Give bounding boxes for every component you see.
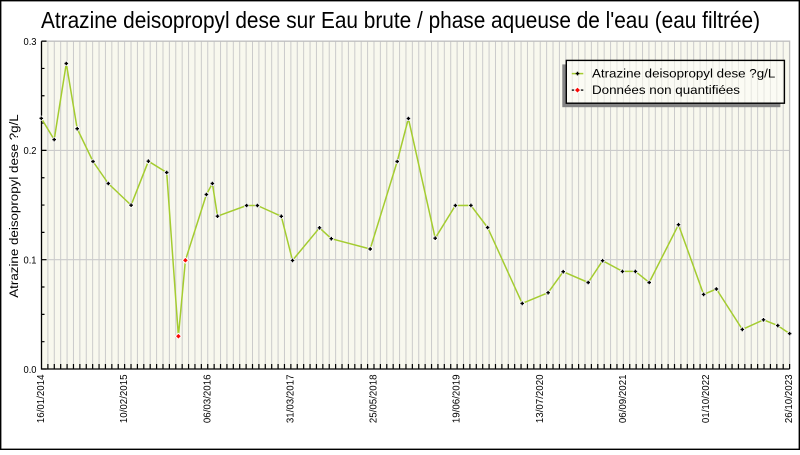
svg-text:10/02/2015: 10/02/2015: [118, 374, 130, 423]
svg-text:06/09/2021: 06/09/2021: [617, 374, 629, 423]
svg-text:01/10/2022: 01/10/2022: [700, 374, 712, 423]
svg-text:16/01/2014: 16/01/2014: [35, 374, 47, 423]
svg-text:26/10/2023: 26/10/2023: [783, 374, 795, 423]
svg-text:0.2: 0.2: [24, 145, 37, 157]
svg-text:06/03/2016: 06/03/2016: [201, 374, 213, 423]
svg-text:0.1: 0.1: [24, 255, 37, 267]
svg-text:Atrazine deisopropyl dese sur: Atrazine deisopropyl dese sur Eau brute …: [41, 7, 760, 33]
svg-text:0.3: 0.3: [24, 36, 37, 48]
svg-text:25/05/2018: 25/05/2018: [368, 374, 380, 423]
svg-text:Données non quantifiées: Données non quantifiées: [592, 83, 740, 97]
svg-text:13/07/2020: 13/07/2020: [534, 374, 546, 423]
svg-text:31/03/2017: 31/03/2017: [285, 374, 297, 423]
svg-text:Atrazine deisopropyl dese ?g/L: Atrazine deisopropyl dese ?g/L: [7, 114, 21, 298]
svg-text:Atrazine deisopropyl dese ?g/L: Atrazine deisopropyl dese ?g/L: [592, 66, 776, 80]
svg-text:0.0: 0.0: [24, 364, 37, 376]
svg-text:19/06/2019: 19/06/2019: [451, 374, 463, 423]
